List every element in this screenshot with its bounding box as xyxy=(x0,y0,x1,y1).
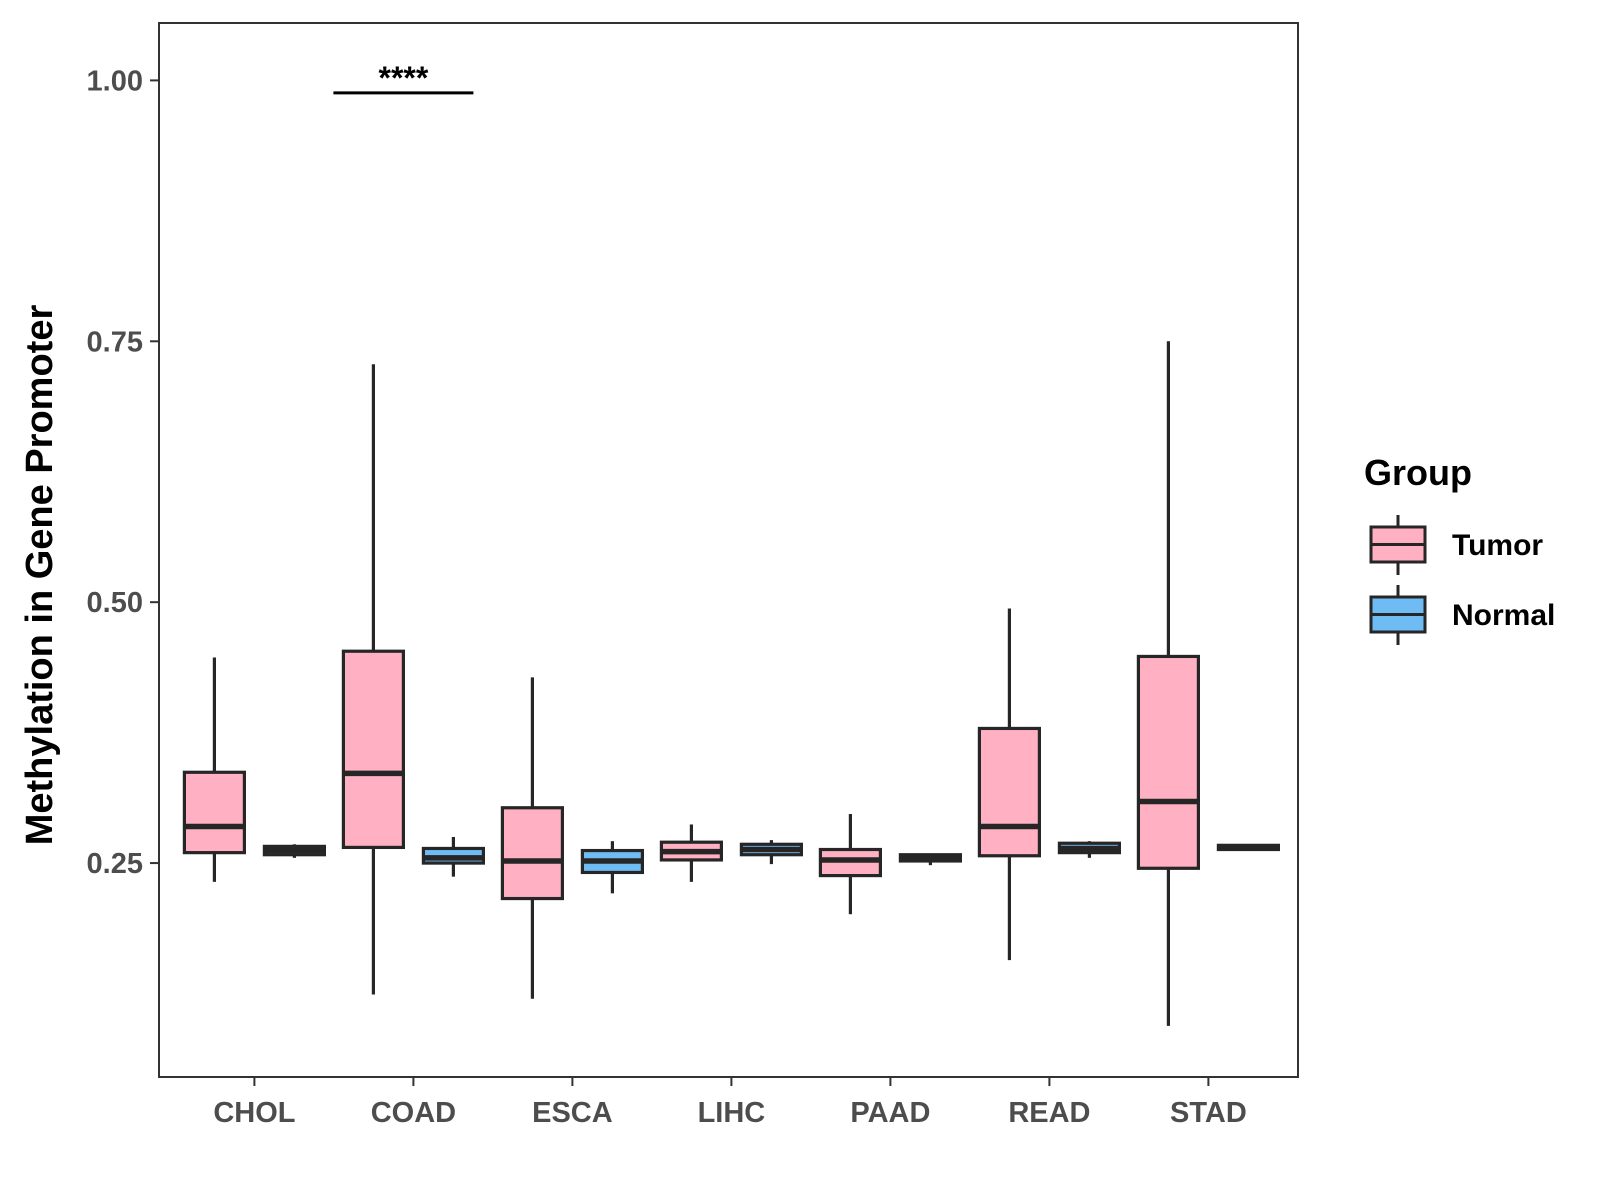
legend-item-tumor: Tumor xyxy=(1369,515,1543,575)
legend: Group Tumor Normal xyxy=(1364,452,1555,645)
box-normal-stad xyxy=(1216,843,1281,852)
y-axis-title: Methylation in Gene Promoter xyxy=(19,305,61,846)
box-series xyxy=(182,341,1281,1026)
y-tick-label: 1.00 xyxy=(87,65,143,97)
y-tick-label: 0.75 xyxy=(87,326,143,358)
x-tick-label-paad: PAAD xyxy=(850,1097,930,1129)
box-tumor-lihc xyxy=(659,824,724,882)
significance-annotations: **** xyxy=(333,60,474,96)
box-tumor-paad xyxy=(818,814,883,915)
box-normal-lihc xyxy=(739,840,804,865)
box-iqr xyxy=(977,726,1042,858)
legend-label: Normal xyxy=(1452,599,1555,632)
box-iqr xyxy=(500,806,564,901)
y-axis: 0.25 0.50 0.75 1.00 xyxy=(87,65,159,880)
legend-label: Tumor xyxy=(1452,529,1543,562)
y-tick-label: 0.50 xyxy=(87,587,143,619)
box-iqr xyxy=(182,770,246,855)
x-tick-label-lihc: LIHC xyxy=(698,1097,766,1129)
x-tick-label-stad: STAD xyxy=(1170,1097,1247,1129)
box-normal-chol xyxy=(262,844,326,858)
legend-title: Group xyxy=(1364,452,1472,493)
box-iqr xyxy=(341,649,405,850)
box-normal-paad xyxy=(898,853,963,866)
y-tick-label: 0.25 xyxy=(87,848,143,880)
significance-label: **** xyxy=(378,60,428,96)
x-tick-label-esca: ESCA xyxy=(532,1097,613,1129)
box-tumor-chol xyxy=(182,657,246,882)
legend-item-normal: Normal xyxy=(1369,585,1555,645)
x-tick-label-coad: COAD xyxy=(371,1097,456,1129)
box-normal-coad xyxy=(421,836,485,877)
x-tick-label-read: READ xyxy=(1008,1097,1090,1129)
box-tumor-esca xyxy=(500,677,564,999)
box-normal-esca xyxy=(580,841,645,894)
box-iqr xyxy=(1136,654,1201,870)
x-tick-label-chol: CHOL xyxy=(213,1097,295,1129)
plot-panel xyxy=(158,22,1299,1078)
box-normal-read xyxy=(1057,841,1122,858)
x-axis: CHOL COAD ESCA LIHC PAAD READ STAD xyxy=(213,1077,1247,1129)
box-tumor-coad xyxy=(341,364,405,995)
box-tumor-read xyxy=(977,608,1042,961)
box-tumor-stad xyxy=(1136,341,1201,1026)
